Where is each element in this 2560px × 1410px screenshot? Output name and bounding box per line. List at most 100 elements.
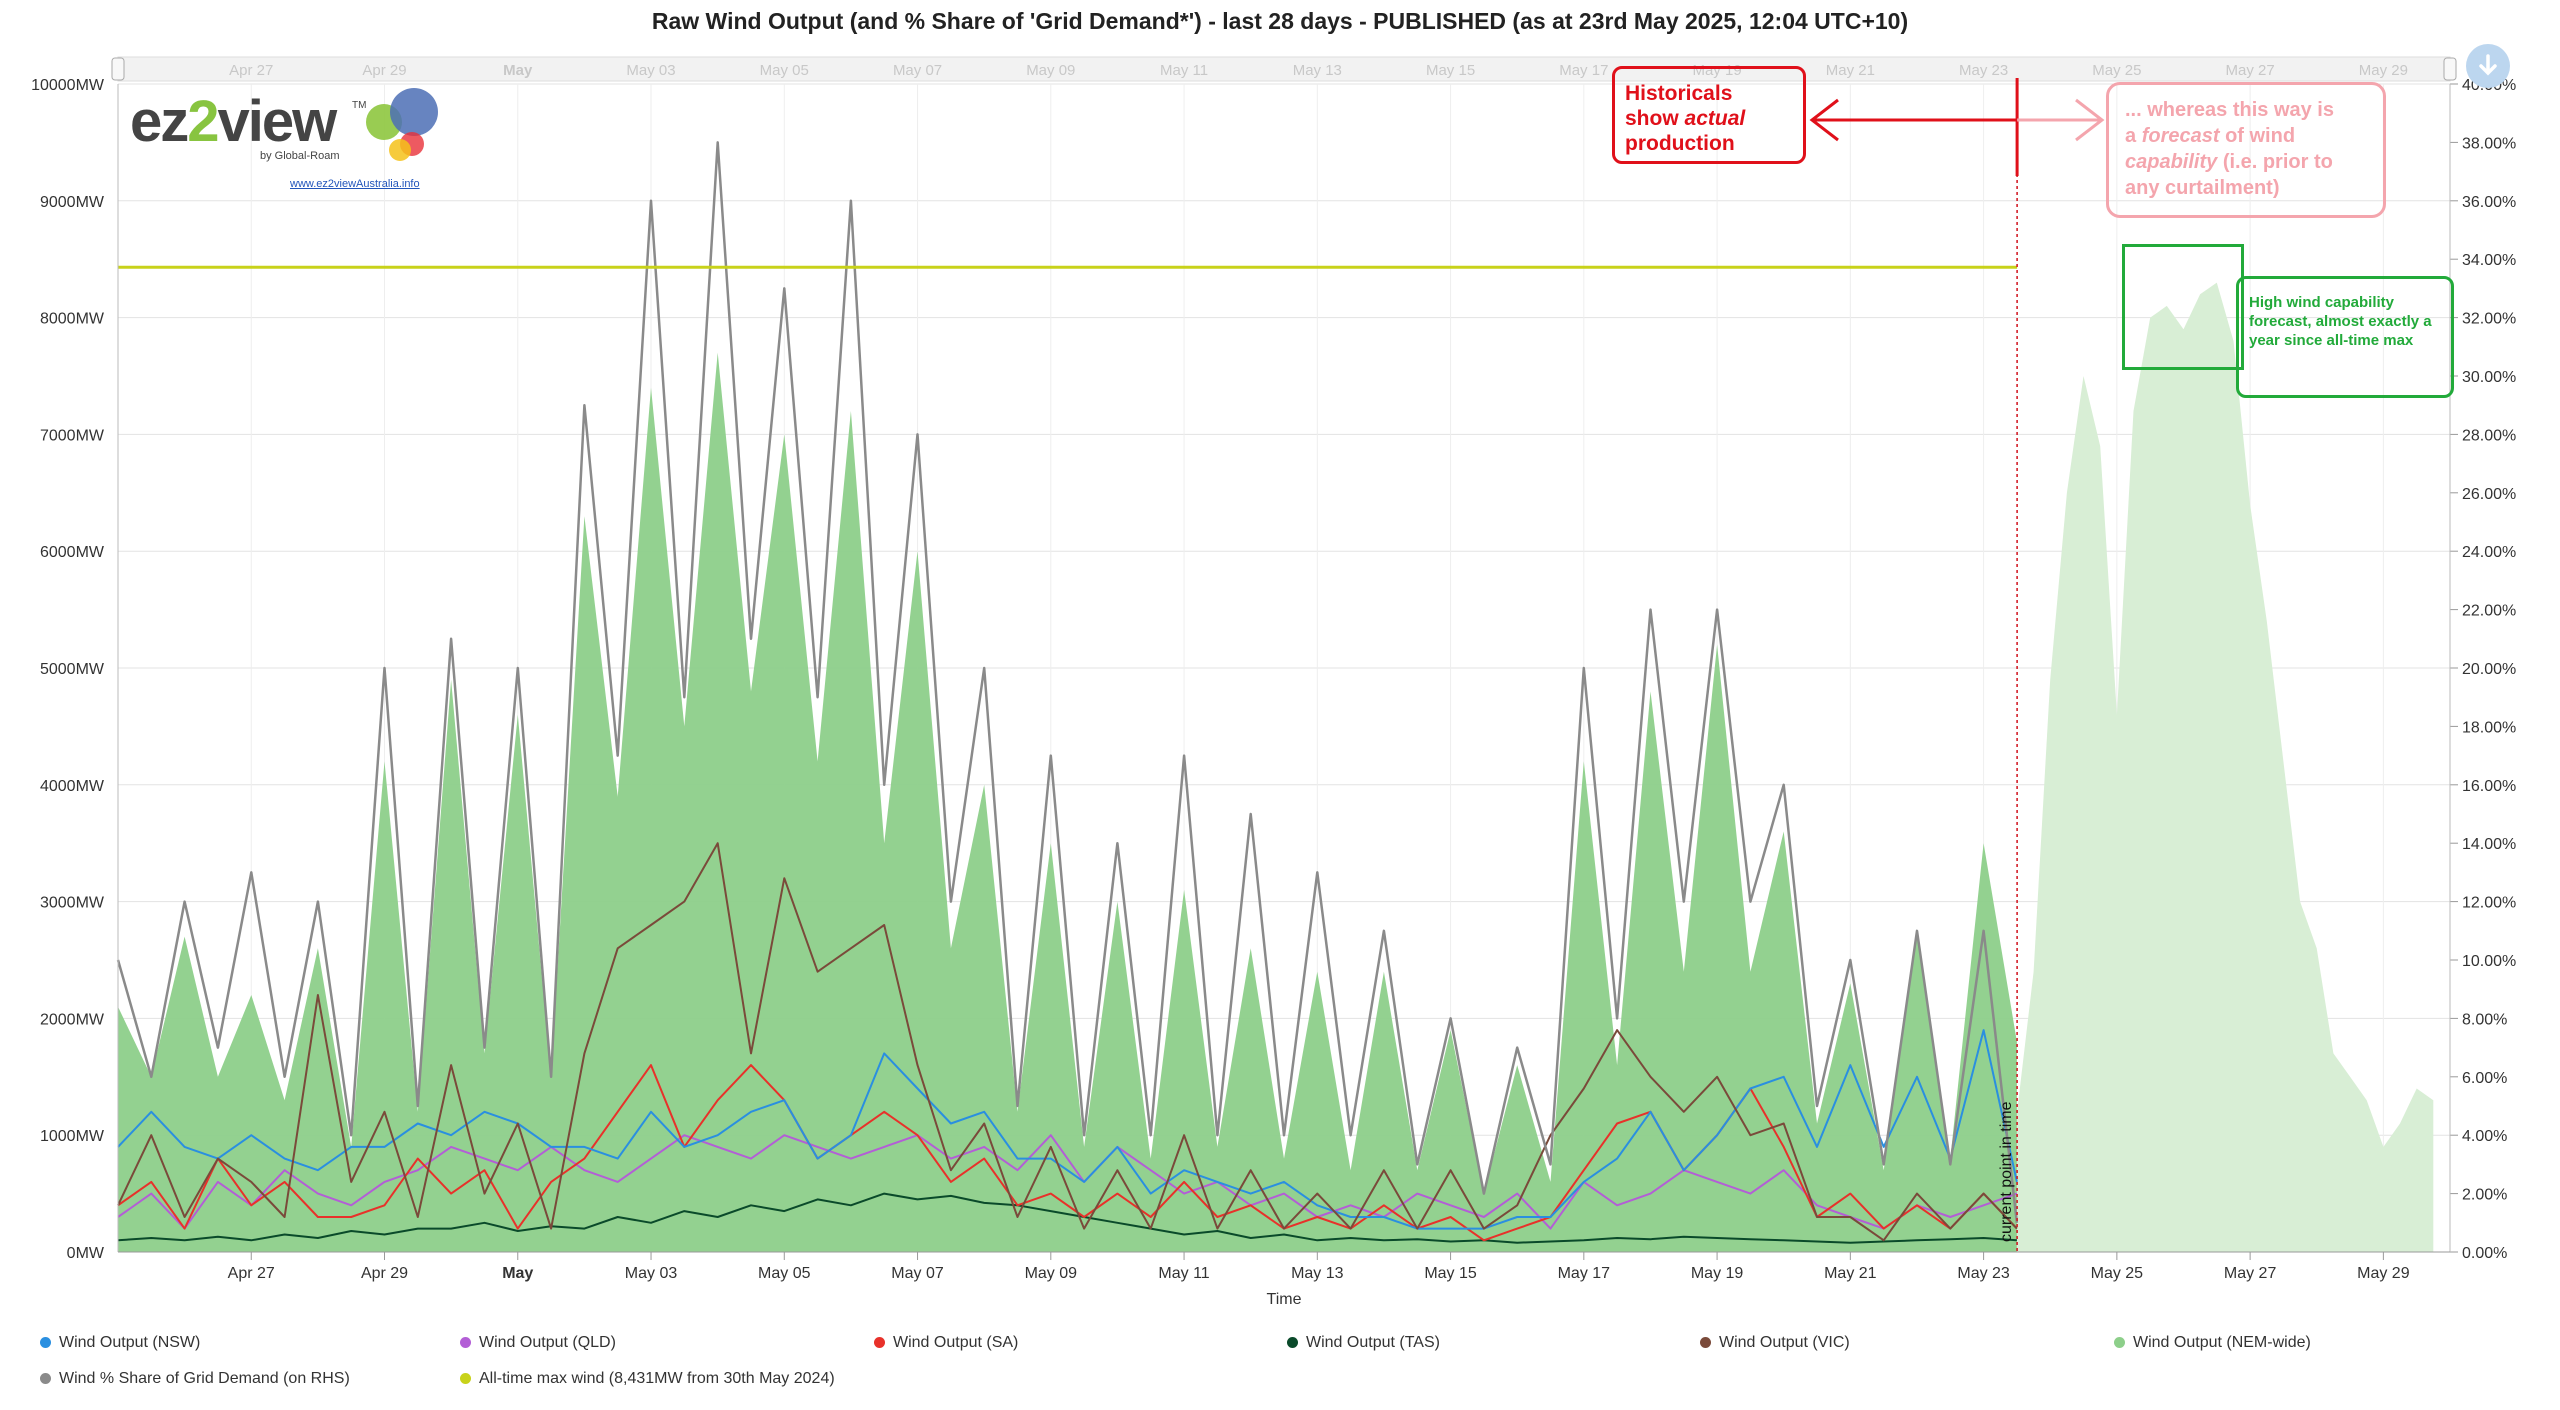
navigator-label: Apr 27 xyxy=(229,62,273,79)
vic-line xyxy=(117,842,2018,1242)
logo-view: view xyxy=(217,89,338,154)
legend-dot-share xyxy=(40,1373,51,1384)
historicals-arrowhead-icon xyxy=(1809,98,1839,142)
legend-dot-tas xyxy=(1287,1337,1298,1348)
y-right-tick-label: 4.00% xyxy=(2462,1128,2507,1145)
x-tick-label: May 21 xyxy=(1824,1265,1877,1282)
x-tick-label: May 15 xyxy=(1424,1265,1477,1282)
y-right-tick-label: 34.00% xyxy=(2462,252,2516,269)
nem-forecast-area xyxy=(2017,282,2434,1253)
navigator-handle-right[interactable] xyxy=(2443,57,2457,81)
x-tick-label: May 23 xyxy=(1957,1265,2010,1282)
navigator-handle-left[interactable] xyxy=(111,57,125,81)
nem-area xyxy=(118,352,2017,1253)
x-tick-label: May 25 xyxy=(2091,1265,2144,1282)
x-tick-label: May 07 xyxy=(891,1265,944,1282)
navigator-label: May 27 xyxy=(2226,62,2275,79)
forecast-arrowhead-icon xyxy=(2075,98,2105,142)
y-left-tick-label: 8000MW xyxy=(40,311,105,328)
x-tick-label: May 17 xyxy=(1558,1265,1611,1282)
forecast-callout: ... whereas this way is a forecast of wi… xyxy=(2106,82,2386,218)
historicals-callout: Historicals show actual production xyxy=(1612,66,1806,164)
navigator-label: May 25 xyxy=(2092,62,2141,79)
legend-dot-qld xyxy=(460,1337,471,1348)
y-right-tick-label: 10.00% xyxy=(2462,953,2516,970)
high-wind-callout: High wind capability forecast, almost ex… xyxy=(2236,276,2454,398)
current-time-label: current point in time xyxy=(1998,1101,2015,1242)
navigator-label: May 11 xyxy=(1160,62,1208,79)
ez2view-logo: ez2view TM by Global-Roam www.ez2viewAus… xyxy=(130,88,450,198)
legend-item-vic[interactable]: Wind Output (VIC) xyxy=(1700,1334,1850,1352)
x-tick-label: May 19 xyxy=(1691,1265,1744,1282)
legend-item-share[interactable]: Wind % Share of Grid Demand (on RHS) xyxy=(40,1370,350,1388)
logo-trademark: TM xyxy=(352,100,367,111)
high-wind-highlight-box xyxy=(2122,244,2244,370)
x-tick-label: May 13 xyxy=(1291,1265,1344,1282)
legend-dot-nsw xyxy=(40,1337,51,1348)
logo-wordmark: ez2view xyxy=(130,88,338,155)
legend-dot-alltime xyxy=(460,1373,471,1384)
x-tick-label: May 11 xyxy=(1158,1265,1209,1282)
logo-subtitle: by Global-Roam xyxy=(260,150,340,162)
y-left-tick-label: 1000MW xyxy=(40,1128,105,1145)
legend-item-sa[interactable]: Wind Output (SA) xyxy=(874,1334,1018,1352)
forecast-line1: ... whereas this way is xyxy=(2125,99,2334,121)
chart-area: Apr 27 Apr 29 May May 03 May 05 May 07 May 09 M… xyxy=(31,56,2516,1308)
y-right-tick-label: 30.00% xyxy=(2462,369,2516,386)
x-tick-label: May 29 xyxy=(2357,1265,2410,1282)
navigator-label: May 05 xyxy=(760,62,809,79)
y-left-tick-label: 9000MW xyxy=(40,194,105,211)
nsw-line xyxy=(117,1029,2018,1230)
logo-link[interactable]: www.ez2viewAustralia.info xyxy=(290,178,420,190)
chart-title: Raw Wind Output (and % Share of 'Grid De… xyxy=(651,8,1909,34)
legend-item-nem[interactable]: Wind Output (NEM-wide) xyxy=(2114,1334,2311,1352)
y-right-tick-label: 24.00% xyxy=(2462,544,2516,561)
logo-circles-icon xyxy=(366,88,438,161)
legend-dot-sa xyxy=(874,1337,885,1348)
forecast-line3: capability (i.e. prior to xyxy=(2125,151,2333,173)
x-tick-label: Apr 27 xyxy=(228,1265,275,1282)
range-navigator[interactable]: Apr 27 Apr 29 May May 03 May 05 May 07 May 09 M… xyxy=(111,56,2457,82)
historicals-line3: production xyxy=(1625,132,1735,155)
x-tick-label: May 27 xyxy=(2224,1265,2277,1282)
y-left-tick-label: 6000MW xyxy=(40,544,105,561)
y-right-tick-label: 38.00% xyxy=(2462,135,2516,152)
navigator-label: May xyxy=(503,62,533,79)
series-layer xyxy=(116,141,2434,1253)
y-right-tick-label: 12.00% xyxy=(2462,895,2516,912)
navigator-label: Apr 29 xyxy=(362,62,406,79)
share-line xyxy=(116,141,2019,1223)
x-tick-label: May 09 xyxy=(1025,1265,1078,1282)
historicals-line1: Historicals xyxy=(1625,82,1733,105)
legend-item-qld[interactable]: Wind Output (QLD) xyxy=(460,1334,616,1352)
legend: Wind Output (NSW) Wind Output (QLD) Wind… xyxy=(40,1330,2520,1410)
navigator-label: May 07 xyxy=(893,62,942,79)
navigator-label: May 23 xyxy=(1959,62,2008,79)
logo-two: 2 xyxy=(187,89,219,154)
navigator-label: May 15 xyxy=(1426,62,1475,79)
download-button[interactable] xyxy=(2466,44,2510,88)
overlay-layer: current point in time xyxy=(118,78,2105,1252)
y-right-tick-label: 36.00% xyxy=(2462,194,2516,211)
y-left-tick-label: 5000MW xyxy=(40,661,105,678)
legend-item-tas[interactable]: Wind Output (TAS) xyxy=(1287,1334,1440,1352)
y-right-tick-label: 14.00% xyxy=(2462,836,2516,853)
x-axis-title: Time xyxy=(1267,1291,1302,1308)
forecast-line4: any curtailment) xyxy=(2125,177,2280,199)
y-right-tick-label: 2.00% xyxy=(2462,1187,2507,1204)
legend-dot-nem xyxy=(2114,1337,2125,1348)
legend-item-alltime[interactable]: All-time max wind (8,431MW from 30th May… xyxy=(460,1370,835,1388)
navigator-label: May 13 xyxy=(1293,62,1342,79)
x-tick-label: Apr 29 xyxy=(361,1265,408,1282)
y-left-tick-label: 3000MW xyxy=(40,895,105,912)
qld-line xyxy=(117,1134,2018,1230)
y-left-tick-label: 7000MW xyxy=(40,427,105,444)
y-right-tick-label: 22.00% xyxy=(2462,603,2516,620)
x-tick-label: May 05 xyxy=(758,1265,811,1282)
high-wind-text: High wind capability forecast, almost ex… xyxy=(2249,294,2432,349)
navigator-label: May 09 xyxy=(1026,62,1075,79)
y-right-tick-label: 32.00% xyxy=(2462,311,2516,328)
x-tick-label: May 03 xyxy=(625,1265,678,1282)
legend-item-nsw[interactable]: Wind Output (NSW) xyxy=(40,1334,200,1352)
y-right-tick-label: 6.00% xyxy=(2462,1070,2507,1087)
